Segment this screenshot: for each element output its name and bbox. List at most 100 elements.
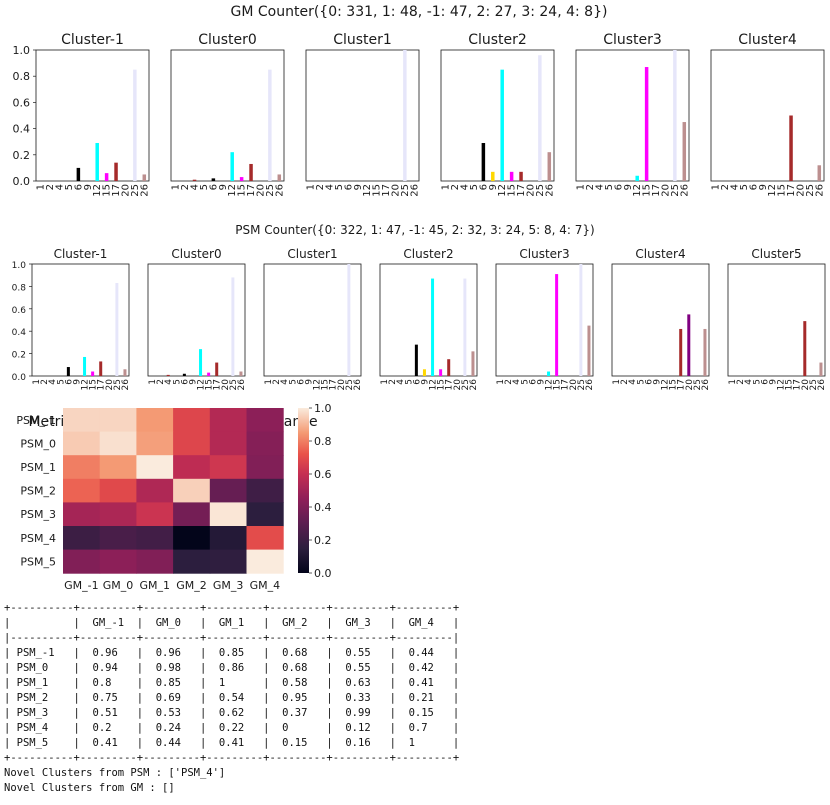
- bar-4: [192, 179, 197, 181]
- x-tick-label: 26: [817, 379, 827, 391]
- bar-6: [66, 367, 70, 376]
- bar-9: [422, 369, 426, 376]
- colorbar-tick-label: 0.0: [314, 567, 332, 580]
- bar-26: [547, 152, 552, 181]
- heatmap-cell: [173, 549, 211, 574]
- heatmap-cell: [209, 408, 247, 433]
- gm-bar-grid: Cluster-10.00.20.40.60.81.01245691215172…: [13, 32, 826, 197]
- panel-frame: [31, 263, 130, 377]
- heatmap-col-label: GM_-1: [64, 579, 98, 592]
- heatmap-cell: [209, 431, 247, 456]
- x-tick-label: 1: [728, 379, 738, 385]
- panel-frame: [170, 49, 285, 182]
- x-tick-label: 9: [304, 379, 314, 385]
- bar-25: [579, 264, 583, 376]
- x-tick-label: 26: [585, 379, 595, 391]
- x-tick-label: 4: [48, 379, 58, 385]
- heatmap-cell: [209, 526, 247, 551]
- heatmap-cell: [173, 502, 211, 527]
- heatmap-col-label: GM_1: [139, 579, 170, 592]
- x-tick-label: 4: [55, 184, 66, 190]
- heatmap-cell: [63, 431, 101, 456]
- heatmap-cell: [99, 431, 137, 456]
- x-tick-label: 20: [221, 379, 231, 391]
- bar-26: [587, 325, 591, 376]
- x-tick-label: 17: [246, 184, 257, 197]
- colorbar-tick-label: 0.8: [314, 435, 332, 448]
- colorbar-tick-label: 0.2: [314, 534, 332, 547]
- psm-counter-title: PSM Counter({0: 322, 1: 47, -1: 45, 2: 3…: [235, 223, 594, 237]
- x-tick-label: 25: [113, 379, 123, 390]
- panel-title: Cluster2: [403, 247, 453, 261]
- x-tick-label: 15: [785, 379, 795, 390]
- heatmap-cell: [63, 502, 101, 527]
- x-tick-label: 25: [535, 184, 546, 197]
- x-tick-label: 2: [736, 379, 746, 385]
- panel-frame: [440, 49, 555, 182]
- heatmap-col-label: GM_4: [250, 579, 281, 592]
- x-tick-label: 2: [156, 379, 166, 385]
- heatmap-col-label: GM_3: [213, 579, 244, 592]
- heatmap-cell: [136, 478, 174, 503]
- x-tick-label: 25: [345, 379, 355, 390]
- bar-25: [403, 50, 407, 181]
- x-tick-label: 9: [83, 184, 94, 190]
- x-tick-label: 17: [381, 184, 392, 197]
- x-tick-label: 6: [478, 184, 489, 190]
- x-tick-label: 5: [752, 379, 762, 385]
- x-tick-label: 4: [325, 184, 336, 190]
- bar-17: [447, 359, 451, 376]
- x-tick-label: 12: [197, 379, 207, 390]
- x-tick-label: 2: [504, 379, 514, 385]
- heatmap-row-label: PSM_0: [20, 437, 56, 450]
- y-tick-label: 0.2: [13, 149, 31, 162]
- heatmap-cell: [136, 502, 174, 527]
- bar-6: [76, 167, 81, 181]
- x-tick-label: 20: [660, 184, 671, 197]
- x-tick-label: 26: [701, 379, 711, 391]
- x-tick-label: 5: [739, 184, 750, 190]
- correlation-table: +----------+---------+---------+--------…: [4, 602, 460, 794]
- x-tick-label: 20: [390, 184, 401, 197]
- panel-title: Cluster-1: [54, 247, 108, 261]
- x-tick-label: 25: [577, 379, 587, 390]
- x-tick-label: 2: [45, 184, 56, 190]
- panel-title: Cluster5: [751, 247, 801, 261]
- x-tick-label: 6: [296, 379, 306, 385]
- heatmap-cell: [99, 408, 137, 433]
- y-tick-label: 0.8: [12, 283, 27, 293]
- bar-9: [491, 171, 495, 181]
- bar-25: [115, 283, 119, 376]
- x-tick-label: 1: [441, 184, 452, 190]
- x-tick-label: 2: [272, 379, 282, 385]
- x-tick-label: 4: [744, 379, 754, 385]
- x-tick-label: 25: [809, 379, 819, 390]
- x-tick-label: 1: [612, 379, 622, 385]
- x-tick-label: 26: [121, 379, 131, 391]
- x-tick-label: 15: [553, 379, 563, 390]
- x-tick-label: 25: [461, 379, 471, 390]
- x-tick-label: 6: [412, 379, 422, 385]
- heatmap-cell: [63, 455, 101, 480]
- y-tick-label: 0.0: [12, 373, 27, 383]
- x-tick-label: 2: [450, 184, 461, 190]
- bar-17: [249, 163, 253, 181]
- x-tick-label: 9: [188, 379, 198, 385]
- heatmap-cell: [173, 408, 211, 433]
- y-tick-label: 0.6: [13, 96, 31, 109]
- x-tick-label: 25: [265, 184, 276, 197]
- x-tick-label: 9: [623, 184, 634, 190]
- x-tick-label: 12: [429, 379, 439, 390]
- bar-26: [277, 174, 282, 181]
- x-tick-label: 12: [777, 379, 787, 390]
- bar-15: [555, 274, 559, 376]
- x-tick-label: 4: [190, 184, 201, 190]
- panel-title: Cluster3: [519, 247, 569, 261]
- x-tick-label: 17: [561, 379, 571, 390]
- x-tick-label: 6: [528, 379, 538, 385]
- x-tick-label: 6: [343, 184, 354, 190]
- x-tick-label: 26: [139, 184, 150, 197]
- heatmap-cell: [209, 549, 247, 574]
- x-tick-label: 26: [679, 184, 690, 197]
